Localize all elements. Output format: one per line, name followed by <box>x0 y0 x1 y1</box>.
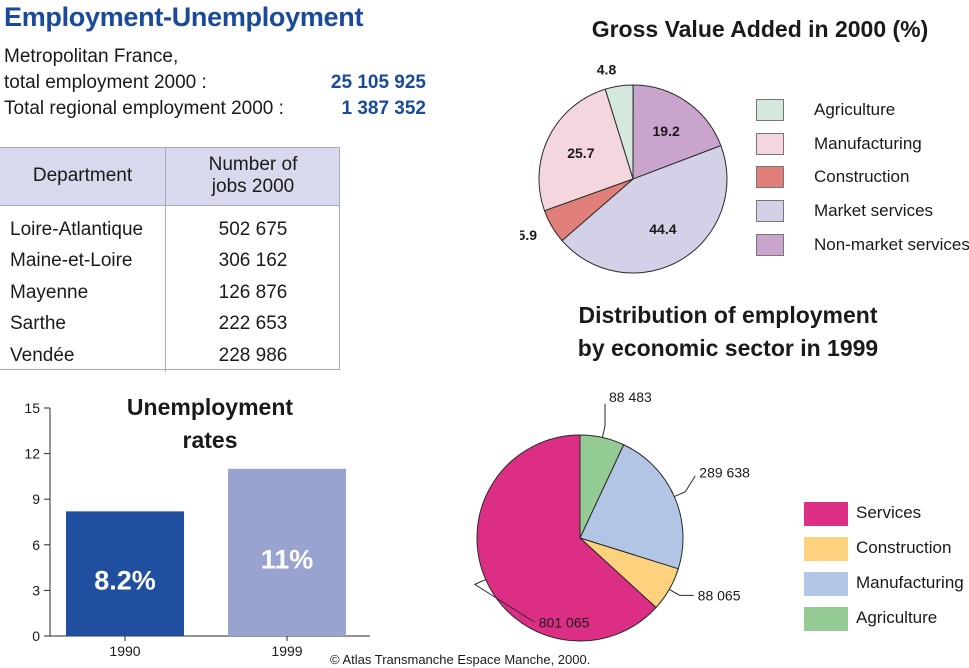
legend-swatch <box>756 234 784 256</box>
legend-label: Construction <box>856 538 952 557</box>
pie-leader-line <box>674 475 696 498</box>
jobs-cell: 222 653 <box>165 308 340 340</box>
y-tick-label: 3 <box>32 582 40 598</box>
legend-label: Manufacturing <box>856 573 964 592</box>
bar-value-label: 11% <box>261 544 314 574</box>
page-title: Employment-Unemployment <box>4 2 364 32</box>
pie-data-label: 289 638 <box>699 465 750 481</box>
y-tick-label: 0 <box>32 628 40 644</box>
department-table: Department Number of jobs 2000 Loire-Atl… <box>0 147 340 372</box>
bar-value-label: 8.2% <box>94 566 156 596</box>
gva-pie-chart: 4.8 19.2 44.4 5.9 25.7 <box>520 61 728 274</box>
jobs-cell: 126 876 <box>165 277 340 309</box>
pie-data-label: 44.4 <box>649 221 676 237</box>
pie-data-label: 25.7 <box>567 145 594 161</box>
distribution-chart-title-line2: by economic sector in 1999 <box>577 335 879 361</box>
pie-data-label: 88 065 <box>698 587 741 603</box>
regional-employment-value: 1 387 352 <box>341 98 426 119</box>
legend-label: Construction <box>814 167 910 186</box>
pie-data-label: 4.8 <box>597 61 617 77</box>
table-row: Vendée 228 986 <box>0 340 340 372</box>
gva-chart-title: Gross Value Added in 2000 (%) <box>591 16 929 42</box>
header-line-region: Metropolitan France, <box>4 46 179 67</box>
unemployment-chart-title-line1: Unemployment <box>126 394 294 420</box>
pie-leader-line <box>473 579 536 623</box>
legend-label: Agriculture <box>856 608 938 627</box>
table-row: Mayenne 126 876 <box>0 277 340 309</box>
pie-data-label: 19.2 <box>653 123 680 139</box>
table-row: Maine-et-Loire 306 162 <box>0 245 340 277</box>
legend-label: Manufacturing <box>814 134 922 153</box>
department-cell: Vendée <box>10 344 75 366</box>
total-employment-label: total employment 2000 : <box>4 72 207 93</box>
department-cell: Mayenne <box>10 281 89 303</box>
credit-text: © Atlas Transmanche Espace Manche, 2000. <box>330 652 591 667</box>
table-row: Sarthe 222 653 <box>0 308 340 340</box>
column-header-jobs: Number of jobs 2000 <box>165 147 340 206</box>
legend-swatch <box>756 133 784 155</box>
legend-label: Agriculture <box>814 100 896 119</box>
distribution-chart-title-line1: Distribution of employment <box>578 302 878 328</box>
pie-data-label: 5.9 <box>520 227 537 243</box>
total-employment-value: 25 105 925 <box>330 72 426 93</box>
column-header-jobs-line2: jobs 2000 <box>211 176 295 197</box>
department-cell: Loire-Atlantique <box>10 218 144 240</box>
pie-leader-line <box>601 403 606 438</box>
bar-1999 <box>228 468 346 636</box>
pie-slice-manufacturing <box>579 444 684 570</box>
jobs-cell: 502 675 <box>165 214 340 246</box>
distribution-pie-chart: 88 483 289 638 88 065 801 065 <box>473 389 750 642</box>
pie-data-label: 88 483 <box>609 389 652 405</box>
pie-slice-non-market-services <box>632 84 722 180</box>
legend-swatch <box>756 166 784 188</box>
legend-label: Non-market services <box>814 235 969 254</box>
jobs-cell: 306 162 <box>165 245 340 277</box>
legend-swatch <box>804 607 848 631</box>
column-header-department: Department <box>0 147 166 206</box>
table-header-row: Department Number of jobs 2000 <box>0 147 340 206</box>
department-cell: Maine-et-Loire <box>10 250 133 272</box>
regional-employment-label: Total regional employment 2000 : <box>4 98 284 119</box>
bar-1990 <box>66 511 184 636</box>
legend-swatch <box>804 502 848 526</box>
legend-label: Market services <box>814 201 934 220</box>
legend-swatch <box>804 572 848 596</box>
legend-label: Services <box>856 503 922 522</box>
unemployment-bar-chart: 0 3 6 9 12 15 8.2% 1990 11% 1999 <box>24 400 370 659</box>
pie-leader-line <box>669 588 694 596</box>
legend-swatch <box>804 537 848 561</box>
pie-slice-market-services <box>561 144 728 274</box>
pie-data-label: 801 065 <box>539 614 590 630</box>
y-tick-label: 6 <box>32 537 40 553</box>
department-cell: Sarthe <box>10 313 66 335</box>
jobs-cell: 228 986 <box>165 340 340 372</box>
pie-slice-services <box>476 434 657 642</box>
x-tick-label: 1990 <box>109 643 140 659</box>
table-row: Loire-Atlantique 502 675 <box>0 214 340 246</box>
x-tick-label: 1999 <box>271 643 302 659</box>
y-tick-label: 9 <box>32 491 40 507</box>
legend-swatch <box>756 99 784 121</box>
legend-swatch <box>756 200 784 222</box>
y-tick-label: 12 <box>24 446 40 462</box>
pie-slice-manufacturing <box>538 88 634 212</box>
unemployment-chart-title-line2: rates <box>182 427 238 453</box>
column-header-jobs-line1: Number of <box>208 154 298 175</box>
y-tick-label: 15 <box>24 400 40 416</box>
